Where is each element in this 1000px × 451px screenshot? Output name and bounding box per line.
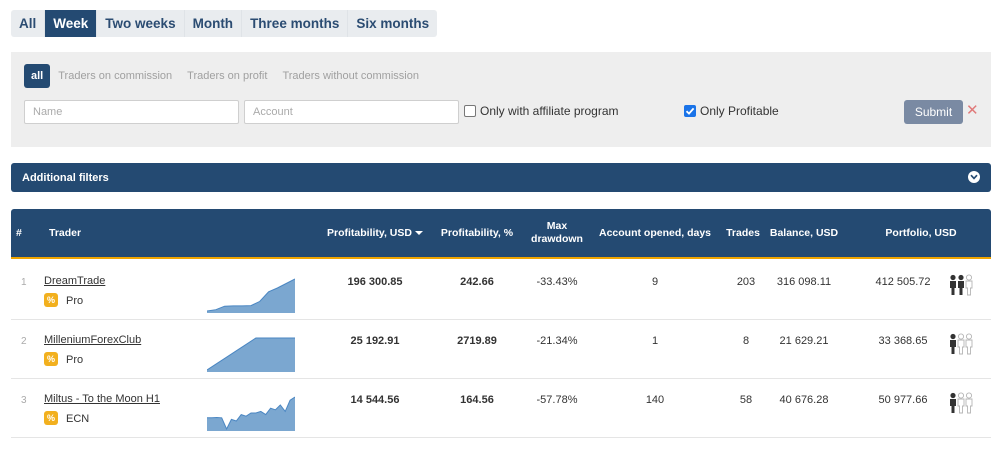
- column-header-num: #: [16, 226, 22, 239]
- row-number: 3: [21, 395, 27, 406]
- percent-badge-icon: %: [44, 293, 58, 307]
- profit-usd-value: 25 192.91: [350, 335, 400, 347]
- affiliate-checkbox-wrap[interactable]: Only with affiliate program: [464, 104, 619, 118]
- clear-filters-icon[interactable]: ✕: [966, 102, 979, 119]
- column-header-profit-usd[interactable]: Profitability, USD: [323, 209, 427, 257]
- period-tab-all[interactable]: All: [11, 10, 46, 37]
- column-header-balance[interactable]: Balance, USD: [769, 226, 839, 239]
- period-tab-week[interactable]: Week: [45, 10, 98, 37]
- trades-value: 203: [736, 276, 756, 288]
- investor-filled-icon: [950, 333, 956, 354]
- portfolio-value: 33 368.65: [878, 335, 928, 347]
- table-row: 1 DreamTrade % Pro 196 300.85 242.66 -33…: [11, 261, 991, 320]
- account-type: ECN: [66, 413, 90, 425]
- period-tab-month[interactable]: Month: [185, 10, 243, 37]
- profit-sparkline: [207, 337, 295, 372]
- chevron-down-icon[interactable]: [968, 171, 980, 183]
- profitable-checkbox[interactable]: [684, 105, 696, 117]
- investor-filled-icon: [958, 274, 964, 295]
- sort-desc-icon: [414, 231, 423, 235]
- investor-empty-icon: [957, 333, 965, 355]
- sparkline-area: [207, 338, 295, 372]
- trades-value: 58: [739, 394, 753, 406]
- type-pill-commission[interactable]: Traders on commission: [58, 70, 173, 82]
- investor-filled-icon: [950, 274, 956, 295]
- investors-icon[interactable]: [949, 392, 973, 414]
- trader-type-filter: all Traders on commission Traders on pro…: [24, 64, 434, 88]
- account-type: Pro: [66, 295, 84, 307]
- type-pill-profit[interactable]: Traders on profit: [187, 70, 268, 82]
- account-input[interactable]: [244, 100, 459, 124]
- investors-icon[interactable]: [949, 274, 973, 296]
- opened-days-value: 9: [651, 276, 659, 288]
- percent-badge-icon: %: [44, 352, 58, 366]
- column-header-profit-pct[interactable]: Profitability, %: [440, 226, 514, 239]
- opened-days-value: 140: [645, 394, 665, 406]
- portfolio-value: 50 977.66: [878, 394, 928, 406]
- additional-filters-label: Additional filters: [22, 171, 109, 184]
- column-header-opened[interactable]: Account opened, days: [598, 226, 712, 239]
- sparkline-line: [207, 278, 295, 312]
- profit-pct-value: 242.66: [460, 276, 494, 288]
- profitable-checkbox-wrap[interactable]: Only Profitable: [684, 104, 779, 118]
- type-pill-no-commission[interactable]: Traders without commission: [282, 70, 419, 82]
- sparkline-area: [207, 279, 295, 313]
- trader-name-link[interactable]: Miltus - To the Moon H1: [44, 393, 160, 405]
- table-row: 3 Miltus - To the Moon H1 % ECN 14 544.5…: [11, 379, 991, 438]
- profit-pct-value: 164.56: [460, 394, 494, 406]
- opened-days-value: 1: [651, 335, 659, 347]
- period-tab-six-months[interactable]: Six months: [356, 16, 430, 31]
- trader-name-link[interactable]: MilleniumForexClub: [44, 334, 142, 346]
- drawdown-value: -21.34%: [536, 335, 578, 347]
- affiliate-checkbox[interactable]: [464, 105, 476, 117]
- affiliate-checkbox-label: Only with affiliate program: [480, 104, 619, 118]
- investor-empty-icon: [965, 392, 973, 414]
- profit-sparkline: [207, 396, 295, 431]
- balance-value: 21 629.21: [779, 335, 829, 347]
- drawdown-value: -57.78%: [536, 394, 578, 406]
- type-pill-all[interactable]: all: [24, 64, 51, 88]
- percent-badge-icon: %: [44, 411, 58, 425]
- column-header-portfolio[interactable]: Portfolio, USD: [885, 226, 957, 239]
- column-header-trader[interactable]: Trader: [49, 226, 82, 239]
- profit-pct-value: 2719.89: [457, 335, 497, 347]
- period-tab-two-weeks[interactable]: Two weeks: [97, 10, 185, 37]
- table-header: # Trader Profitability, USD Profitabilit…: [11, 209, 991, 259]
- submit-button[interactable]: Submit: [904, 100, 963, 124]
- row-number: 1: [21, 277, 27, 288]
- additional-filters-bar[interactable]: Additional filters: [11, 163, 991, 192]
- period-tab-three-months[interactable]: Three months: [242, 10, 349, 37]
- period-tabs: All Week Two weeks Month Three months Si…: [11, 10, 438, 37]
- column-header-drawdown[interactable]: Max drawdown: [531, 220, 583, 245]
- balance-value: 316 098.11: [776, 276, 832, 288]
- sparkline-line: [207, 337, 295, 371]
- profit-sparkline: [207, 278, 295, 313]
- name-input[interactable]: [24, 100, 239, 124]
- sparkline-line: [207, 396, 295, 431]
- drawdown-value: -33.43%: [536, 276, 578, 288]
- balance-value: 40 676.28: [779, 394, 829, 406]
- profit-usd-value: 14 544.56: [350, 394, 400, 406]
- trader-name-link[interactable]: DreamTrade: [44, 275, 106, 287]
- portfolio-value: 412 505.72: [875, 276, 931, 288]
- row-number: 2: [21, 336, 27, 347]
- investor-empty-icon: [965, 274, 973, 296]
- investor-empty-icon: [965, 333, 973, 355]
- trades-value: 8: [742, 335, 750, 347]
- column-header-trades[interactable]: Trades: [726, 226, 760, 239]
- sparkline-area: [207, 397, 295, 431]
- investor-filled-icon: [950, 392, 956, 413]
- filter-panel: all Traders on commission Traders on pro…: [11, 52, 991, 147]
- profit-usd-value: 196 300.85: [347, 276, 403, 288]
- investors-icon[interactable]: [949, 333, 973, 355]
- account-type: Pro: [66, 354, 84, 366]
- investor-empty-icon: [957, 392, 965, 414]
- table-row: 2 MilleniumForexClub % Pro 25 192.91 271…: [11, 320, 991, 379]
- profitable-checkbox-label: Only Profitable: [700, 104, 779, 118]
